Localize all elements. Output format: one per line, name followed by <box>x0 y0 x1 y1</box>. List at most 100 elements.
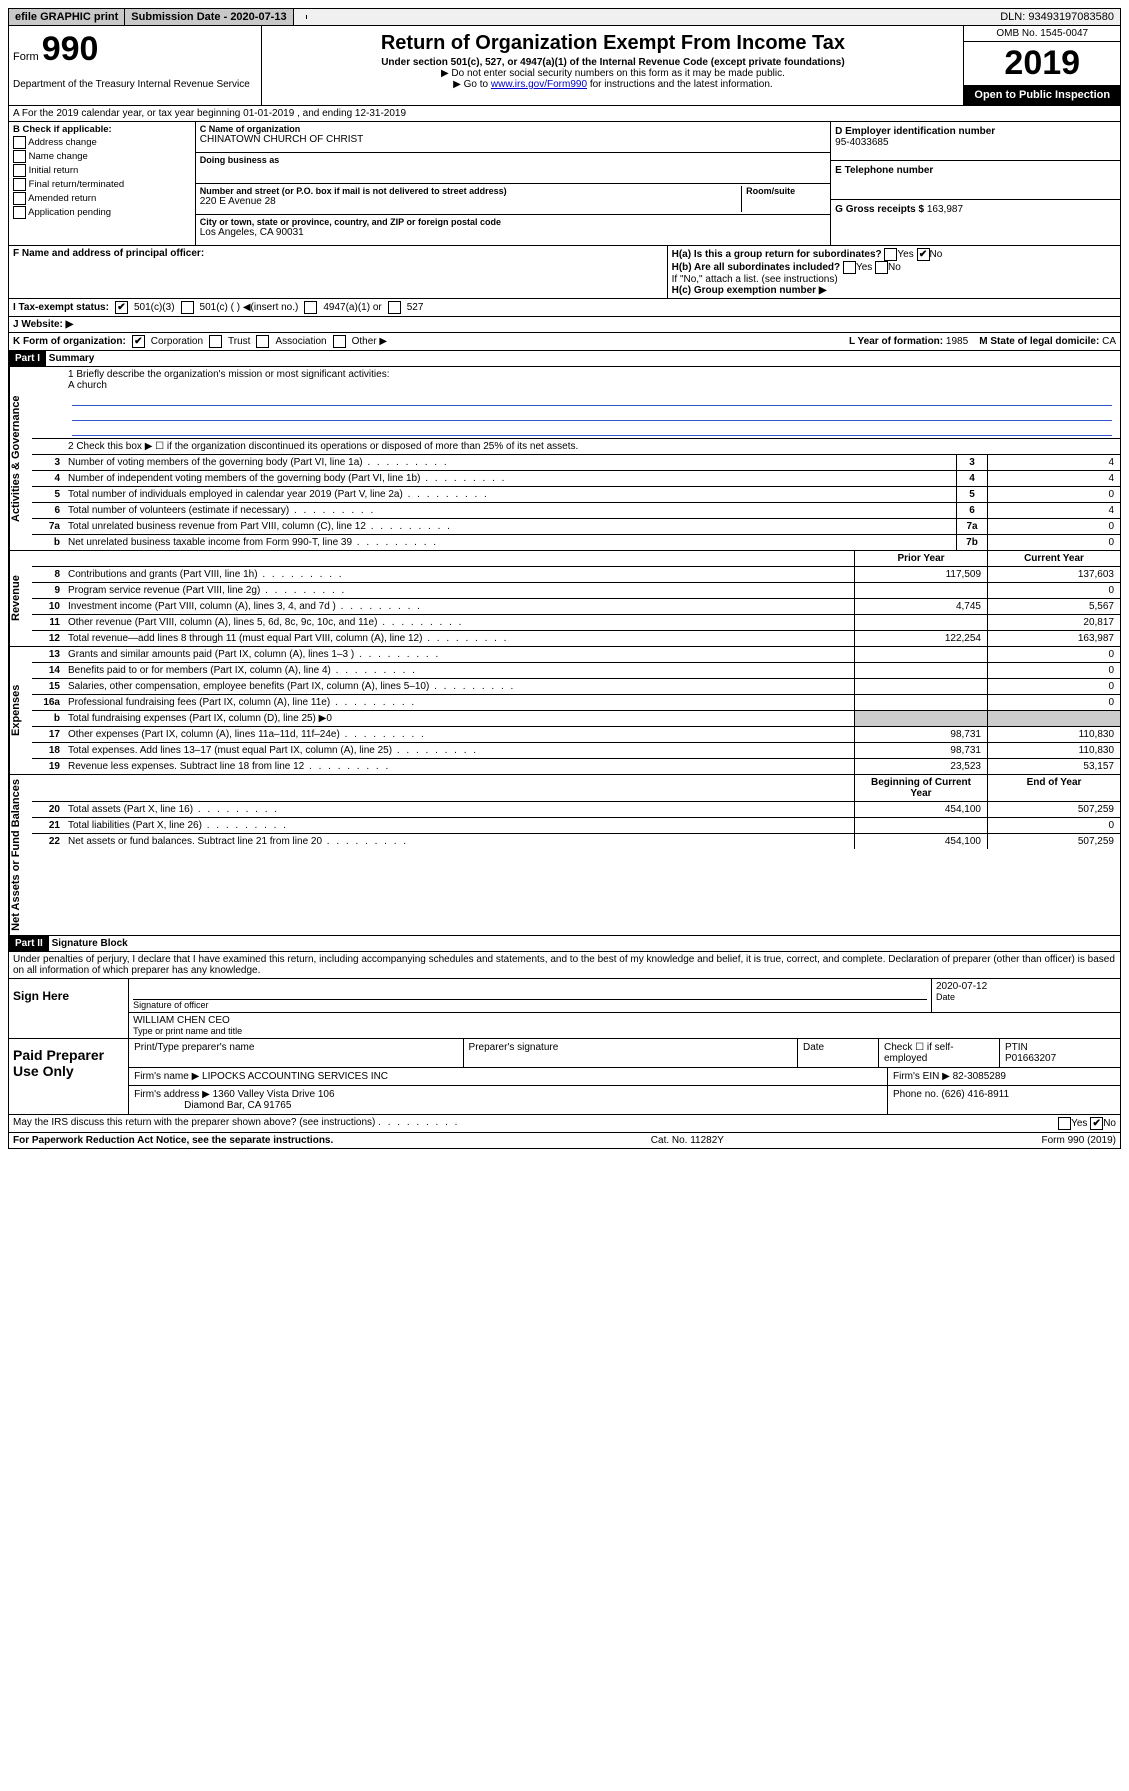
perjury-statement: Under penalties of perjury, I declare th… <box>8 952 1121 979</box>
preparer-date-header: Date <box>798 1039 879 1067</box>
cb-name-change[interactable]: Name change <box>13 150 191 163</box>
hc-label: H(c) Group exemption number ▶ <box>672 285 827 296</box>
part-ii-badge: Part II <box>9 936 49 951</box>
opt-other: Other ▶ <box>352 336 387 347</box>
table-row: 16aProfessional fundraising fees (Part I… <box>32 695 1120 711</box>
officer-signature-line[interactable] <box>133 981 927 1000</box>
omb-number: OMB No. 1545-0047 <box>964 26 1120 42</box>
vtab-revenue: Revenue <box>9 551 32 646</box>
table-row: 12Total revenue—add lines 8 through 11 (… <box>32 631 1120 646</box>
ptin-value: P01663207 <box>1005 1053 1056 1064</box>
table-activities-governance: Activities & Governance 1 Briefly descri… <box>8 367 1121 551</box>
table-row: 21Total liabilities (Part X, line 26)0 <box>32 818 1120 834</box>
city-label: City or town, state or province, country… <box>200 217 826 227</box>
row-j-website: J Website: ▶ <box>8 317 1121 333</box>
gross-receipts-label: G Gross receipts $ <box>835 204 924 215</box>
hb-yes-checkbox[interactable] <box>843 261 856 274</box>
form990-link[interactable]: www.irs.gov/Form990 <box>491 79 587 90</box>
cat-no: Cat. No. 11282Y <box>651 1135 724 1146</box>
section-de: D Employer identification number 95-4033… <box>831 122 1120 245</box>
col-end-header: End of Year <box>987 775 1120 801</box>
self-employed-check[interactable]: Check ☐ if self-employed <box>879 1039 1000 1067</box>
cb-address-change[interactable]: Address change <box>13 136 191 149</box>
section-f-officer: F Name and address of principal officer: <box>9 246 668 298</box>
row-i-tax-status: I Tax-exempt status: 501(c)(3) 501(c) ( … <box>8 299 1121 317</box>
cb-trust[interactable] <box>209 335 222 348</box>
top-bar: efile GRAPHIC print Submission Date - 20… <box>8 8 1121 26</box>
dept-treasury: Department of the Treasury Internal Reve… <box>13 79 257 90</box>
hb-no-checkbox[interactable] <box>875 261 888 274</box>
street-label: Number and street (or P.O. box if mail i… <box>200 186 741 196</box>
row-j-label: J Website: ▶ <box>13 319 73 330</box>
firm-phone-value: (626) 416-8911 <box>941 1089 1009 1100</box>
paid-preparer-label: Paid Preparer Use Only <box>9 1039 129 1114</box>
table-row: 3Number of voting members of the governi… <box>32 455 1120 471</box>
table-expenses: Expenses 13Grants and similar amounts pa… <box>8 647 1121 775</box>
tax-year: 2019 <box>964 42 1120 85</box>
table-net-assets: Net Assets or Fund Balances Beginning of… <box>8 775 1121 936</box>
ha-no: No <box>930 249 943 260</box>
part-i-header-row: Part I Summary <box>8 351 1121 367</box>
opt-trust: Trust <box>228 336 250 347</box>
form-number: 990 <box>42 30 99 68</box>
firm-phone-label: Phone no. <box>893 1089 939 1100</box>
discuss-no-checkbox[interactable] <box>1090 1117 1103 1130</box>
officer-label: F Name and address of principal officer: <box>13 248 204 259</box>
discuss-yes-checkbox[interactable] <box>1058 1117 1071 1130</box>
cb-527[interactable] <box>388 301 401 314</box>
ha-yes-checkbox[interactable] <box>884 248 897 261</box>
discuss-no: No <box>1103 1118 1116 1129</box>
hb-no: No <box>888 262 901 273</box>
opt-assoc: Association <box>275 336 326 347</box>
ein-value: 95-4033685 <box>835 137 888 148</box>
form-subtitle: Under section 501(c), 527, or 4947(a)(1)… <box>266 57 959 68</box>
table-row: 14Benefits paid to or for members (Part … <box>32 663 1120 679</box>
signature-block: Sign Here Signature of officer 2020-07-1… <box>8 979 1121 1039</box>
sign-date-label: Date <box>936 992 1116 1002</box>
table-row: 19Revenue less expenses. Subtract line 1… <box>32 759 1120 774</box>
cb-4947[interactable] <box>304 301 317 314</box>
opt-527: 527 <box>407 302 424 313</box>
room-label: Room/suite <box>746 186 826 196</box>
table-row: 17Other expenses (Part IX, column (A), l… <box>32 727 1120 743</box>
preparer-sig-header: Preparer's signature <box>464 1039 798 1067</box>
firm-addr1-value: 1360 Valley Vista Drive 106 <box>213 1089 335 1100</box>
year-formation: 1985 <box>946 336 968 347</box>
paperwork-notice: For Paperwork Reduction Act Notice, see … <box>13 1135 333 1146</box>
topbar-spacer <box>294 15 307 19</box>
cb-association[interactable] <box>256 335 269 348</box>
cb-application-pending[interactable]: Application pending <box>13 206 191 219</box>
cb-amended-return[interactable]: Amended return <box>13 192 191 205</box>
hb-note: If "No," attach a list. (see instruction… <box>672 274 1116 285</box>
year-box: OMB No. 1545-0047 2019 Open to Public In… <box>964 26 1120 105</box>
dln-label: DLN: 93493197083580 <box>994 9 1120 25</box>
mission-line <box>72 406 1112 421</box>
submission-date-label: Submission Date - 2020-07-13 <box>125 9 293 25</box>
ha-no-checkbox[interactable] <box>917 248 930 261</box>
table-row: 20Total assets (Part X, line 16)454,1005… <box>32 802 1120 818</box>
cb-501c3[interactable] <box>115 301 128 314</box>
mission-line <box>72 391 1112 406</box>
q1-label: 1 Briefly describe the organization's mi… <box>68 369 1116 380</box>
part-i-badge: Part I <box>9 351 46 366</box>
gross-receipts-value: 163,987 <box>927 204 963 215</box>
cb-501c[interactable] <box>181 301 194 314</box>
table-row: 22Net assets or fund balances. Subtract … <box>32 834 1120 849</box>
table-revenue: Revenue Prior Year Current Year 8Contrib… <box>8 551 1121 647</box>
opt-501c: 501(c) ( ) ◀(insert no.) <box>200 302 299 313</box>
phone-label: E Telephone number <box>835 165 933 176</box>
ein-label: D Employer identification number <box>835 126 995 137</box>
org-name-value: CHINATOWN CHURCH OF CHRIST <box>200 134 826 145</box>
cb-other[interactable] <box>333 335 346 348</box>
row-m-label: M State of legal domicile: <box>979 336 1099 347</box>
state-domicile: CA <box>1102 336 1116 347</box>
firm-addr-label: Firm's address ▶ <box>134 1089 210 1100</box>
cb-corporation[interactable] <box>132 335 145 348</box>
city-value: Los Angeles, CA 90031 <box>200 227 826 238</box>
efile-print-button[interactable]: efile GRAPHIC print <box>9 9 125 25</box>
dba-label: Doing business as <box>200 155 826 165</box>
firm-name-value: LIPOCKS ACCOUNTING SERVICES INC <box>202 1071 388 1082</box>
table-row: 13Grants and similar amounts paid (Part … <box>32 647 1120 663</box>
cb-final-return[interactable]: Final return/terminated <box>13 178 191 191</box>
cb-initial-return[interactable]: Initial return <box>13 164 191 177</box>
